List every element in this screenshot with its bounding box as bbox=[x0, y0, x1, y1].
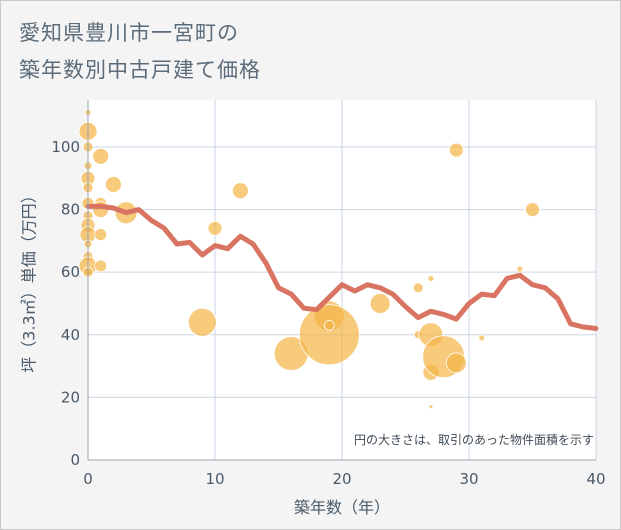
axes: 0 10 20 30 40 0 20 40 60 80 100 bbox=[51, 100, 606, 488]
bubble-point bbox=[525, 202, 540, 217]
bubble-point bbox=[428, 404, 434, 410]
bubble-point bbox=[369, 293, 391, 314]
bubble-point bbox=[412, 282, 424, 294]
bubble-point bbox=[516, 265, 524, 273]
trend-line bbox=[85, 203, 599, 331]
bubble-point bbox=[94, 228, 108, 242]
x-tick-label: 0 bbox=[83, 470, 93, 488]
bubble-point bbox=[231, 182, 249, 200]
y-tick-label: 60 bbox=[61, 263, 80, 281]
y-axis-label: 坪（3.3㎡）単価（万円） bbox=[20, 187, 39, 372]
bubble-point bbox=[323, 319, 335, 331]
y-tick-label: 20 bbox=[61, 388, 80, 406]
bubble-point bbox=[298, 304, 360, 366]
bubble-point bbox=[92, 147, 110, 165]
y-tick-label: 80 bbox=[61, 201, 80, 219]
x-axis-label: 築年数（年） bbox=[294, 498, 390, 517]
bubble-series bbox=[78, 109, 540, 410]
bubble-point bbox=[94, 259, 108, 273]
y-tick-label: 100 bbox=[51, 138, 80, 156]
bubble-point bbox=[187, 307, 217, 337]
chart-title-line1: 愛知県豊川市一宮町の bbox=[19, 21, 239, 45]
chart-title-line2: 築年数別中古戸建て価格 bbox=[19, 58, 261, 82]
bubble-point bbox=[105, 176, 122, 193]
bubble-size-note: 円の大きさは、取引のあった物件面積を示す bbox=[354, 432, 594, 447]
x-tick-label: 30 bbox=[459, 470, 478, 488]
bubble-point bbox=[445, 352, 467, 374]
bubble-point bbox=[427, 275, 435, 282]
y-tick-label: 40 bbox=[61, 326, 80, 344]
bubble-point bbox=[478, 334, 486, 342]
x-tick-label: 20 bbox=[332, 470, 351, 488]
bubble-point bbox=[448, 142, 464, 158]
bubble-point bbox=[207, 220, 223, 236]
y-tick-label: 0 bbox=[70, 451, 80, 469]
x-tick-label: 10 bbox=[205, 470, 224, 488]
x-tick-label: 40 bbox=[586, 470, 605, 488]
